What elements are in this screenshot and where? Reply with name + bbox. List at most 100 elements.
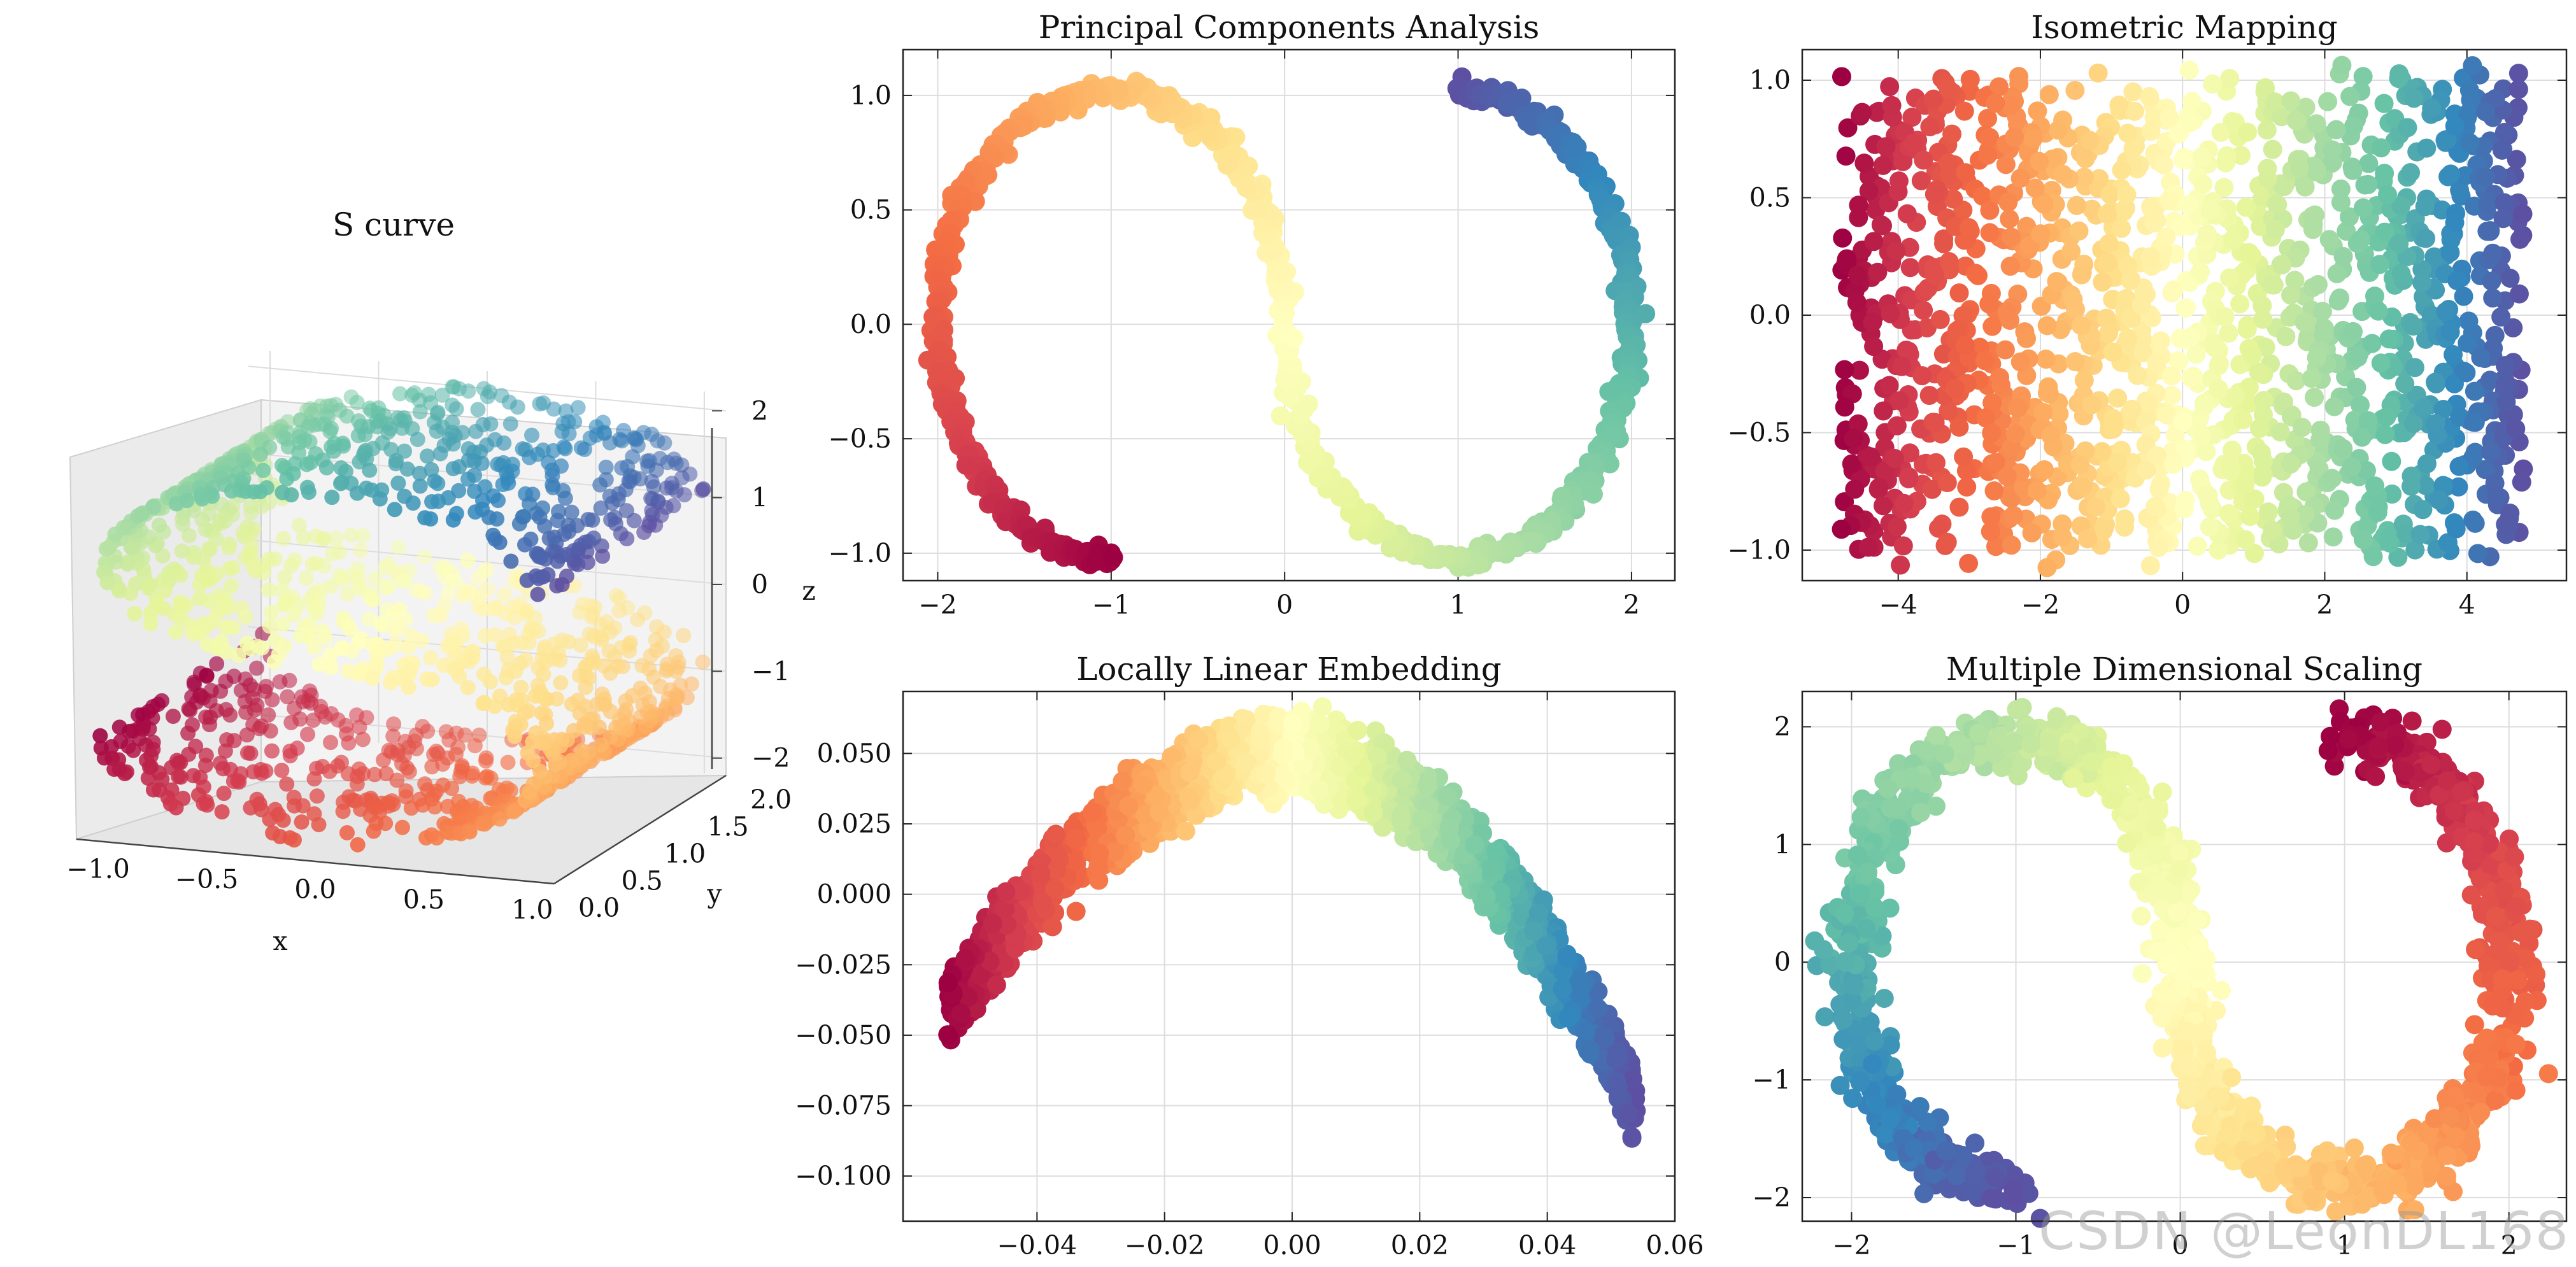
s3d-point [401, 639, 416, 655]
s3d-point [399, 461, 415, 477]
scatter-point [2380, 533, 2400, 553]
scatter-point [2289, 159, 2309, 178]
g-lle-xtick-label: −0.02 [1125, 1230, 1205, 1261]
s3d-point [362, 462, 378, 478]
scatter-point [1874, 401, 1893, 421]
s3d-point [277, 569, 293, 585]
scatter-point [1926, 453, 1946, 472]
s3d-point [507, 728, 523, 744]
g-lle-xtick-label: 0.04 [1518, 1230, 1576, 1261]
scatter-point [2513, 204, 2533, 223]
s3d-point [217, 743, 233, 759]
scatter-point [1848, 265, 1868, 285]
s3d-point [239, 727, 255, 743]
scatter-point [2413, 500, 2433, 520]
scatter-point [2323, 469, 2342, 488]
scatter-point [2219, 268, 2239, 288]
s3d-point [395, 573, 411, 589]
g-pca-xtick-label: −1 [1092, 590, 1130, 620]
s3d-point [252, 484, 268, 500]
scatter-point [1998, 192, 2018, 212]
scatter-point [1949, 283, 1969, 303]
scatter-point [2031, 224, 2051, 244]
scatter-point [2310, 430, 2330, 449]
scatter-point [1995, 340, 2015, 360]
scatter-point [2495, 356, 2515, 376]
s3d-point [343, 527, 359, 543]
scatter-point [2353, 67, 2373, 87]
scatter-point [2205, 337, 2225, 357]
scatter-point [2307, 348, 2326, 367]
s3d-xtick-label: 0.5 [403, 884, 445, 915]
s3d-point [131, 707, 146, 723]
s3d-point [427, 799, 443, 815]
scatter-point [2093, 273, 2112, 292]
scatter-point [1887, 517, 1907, 537]
s3d-point [452, 669, 467, 684]
s3d-point [123, 539, 139, 555]
scatter-point [2272, 255, 2292, 274]
scatter-point [1893, 536, 1913, 556]
s3d-point [295, 530, 311, 546]
scatter-point [2047, 272, 2067, 292]
scatter-point [2454, 287, 2473, 306]
g-pca-ytick-label: 0.5 [850, 195, 892, 225]
scatter-point [2460, 133, 2480, 153]
scatter-point [2009, 67, 2028, 87]
s3d-point [418, 585, 434, 601]
scatter-point [2358, 174, 2378, 194]
s3d-point [301, 485, 317, 500]
scatter-point [2389, 234, 2409, 253]
s3d-point [306, 639, 322, 655]
scatter-point [2333, 439, 2353, 458]
s3d-point [394, 819, 410, 835]
scatter-point [2506, 419, 2526, 439]
s3d-point [425, 607, 441, 623]
s3d-point [455, 588, 471, 604]
s3d-point [214, 804, 230, 820]
s3d-point [498, 670, 514, 686]
scatter-point [1861, 447, 1881, 467]
s3d-point [390, 475, 406, 491]
scatter-point [2496, 392, 2516, 412]
s3d-point [684, 676, 700, 692]
g-lle-ytick-label: −0.050 [795, 1020, 892, 1051]
s3d-point [294, 814, 310, 830]
s3d-point [576, 441, 592, 457]
scatter-point [2249, 362, 2268, 382]
g-lle-xtick-label: −0.04 [997, 1230, 1078, 1261]
s-curve-title: S curve [332, 206, 455, 243]
s3d-xtick-label: −0.5 [175, 864, 239, 895]
s3d-point [643, 490, 659, 506]
s3d-point [304, 556, 320, 572]
s3d-point [550, 513, 566, 528]
scatter-point [2325, 500, 2345, 520]
s3d-point [676, 628, 692, 644]
scatter-point [1997, 467, 2017, 486]
scatter-point [956, 455, 976, 475]
scatter-point [2140, 247, 2160, 267]
scatter-point [2112, 160, 2131, 180]
scatter-point [1892, 357, 1912, 376]
s3d-point [432, 446, 448, 462]
s3d-point [476, 816, 492, 832]
s3d-point [266, 654, 282, 670]
s3d-point [238, 609, 253, 625]
s3d-point [224, 578, 239, 594]
scatter-point [2286, 111, 2306, 131]
s3d-point [541, 530, 557, 546]
scatter-point [2426, 372, 2445, 392]
s3d-point [192, 590, 208, 606]
scatter-point [2048, 120, 2068, 140]
scatter-point [2220, 69, 2240, 88]
s3d-xtick-label: 0.0 [294, 874, 336, 905]
s3d-point [448, 401, 464, 417]
scatter-point [2236, 197, 2256, 217]
scatter-point [2010, 169, 2030, 188]
s3d-point [557, 490, 573, 506]
s3d-point [417, 549, 433, 565]
s-curve-points [92, 379, 711, 853]
lle-subplot: Locally Linear Embedding−0.04 −0.02 0.00 0.… [795, 651, 1704, 1261]
s3d-point [467, 504, 483, 520]
scatter-point [2080, 131, 2100, 150]
